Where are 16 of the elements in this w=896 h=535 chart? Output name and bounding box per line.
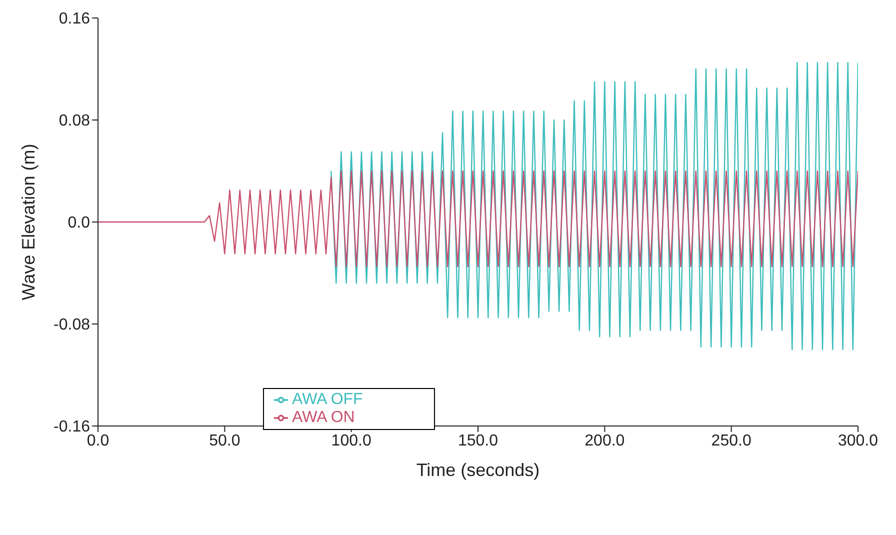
- x-tick-label: 300.0: [838, 432, 878, 450]
- y-tick-label: 0.16: [58, 10, 90, 28]
- x-axis-title: Time (seconds): [416, 460, 540, 480]
- y-tick-label: 0.08: [58, 112, 90, 130]
- y-tick-label: 0.0: [68, 214, 90, 232]
- y-axis-title: Wave Elevation (m): [18, 144, 38, 300]
- x-tick-label: 50.0: [209, 432, 240, 450]
- legend-label: AWA ON: [292, 409, 355, 426]
- x-tick-label: 200.0: [584, 432, 625, 450]
- y-tick-label: -0.08: [54, 316, 90, 334]
- x-tick-label: 150.0: [458, 432, 498, 450]
- x-tick-label: 250.0: [711, 432, 752, 450]
- legend-label: AWA OFF: [292, 391, 363, 408]
- line-series: [98, 170, 858, 268]
- line-series: [330, 62, 858, 350]
- x-tick-label: 100.0: [331, 432, 372, 450]
